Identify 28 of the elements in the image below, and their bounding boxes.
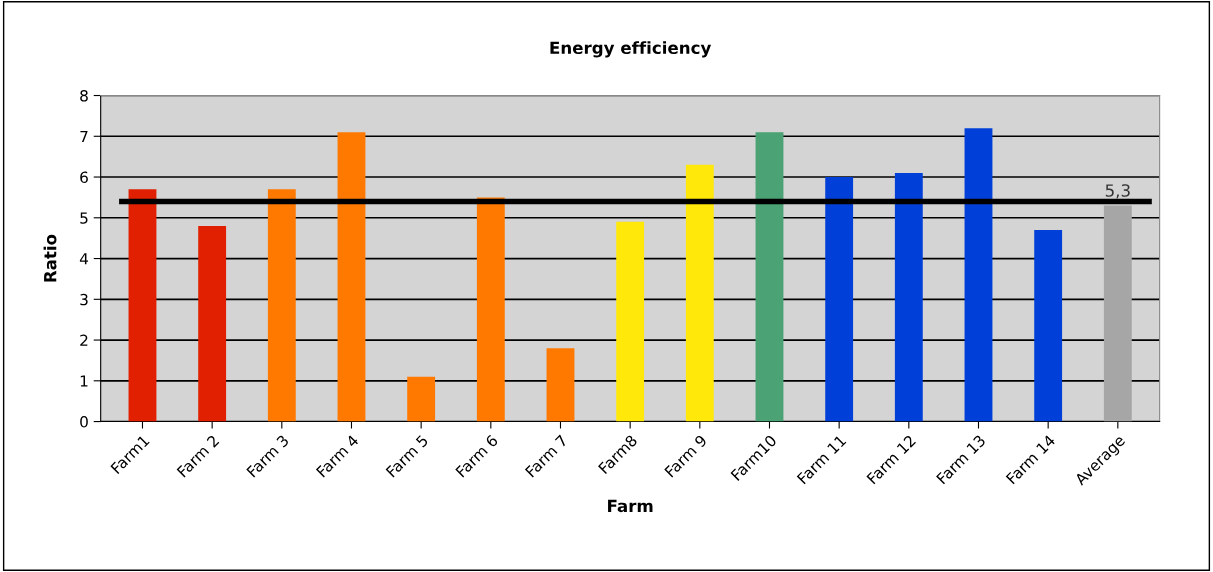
bar bbox=[546, 348, 575, 422]
bar bbox=[476, 197, 505, 422]
bar bbox=[128, 189, 157, 422]
y-tick-label: 5 bbox=[80, 212, 88, 224]
bar bbox=[407, 376, 436, 422]
bar bbox=[825, 177, 854, 422]
y-tick-label: 8 bbox=[80, 89, 88, 102]
y-tick-label: 0 bbox=[80, 416, 88, 428]
y-tick-label: 2 bbox=[80, 334, 88, 346]
y-tick-label: 4 bbox=[79, 253, 89, 265]
bar bbox=[685, 164, 714, 422]
y-tick-label: 7 bbox=[80, 130, 88, 143]
bar bbox=[198, 225, 227, 422]
y-axis-title: Ratio bbox=[43, 234, 57, 282]
bar bbox=[337, 132, 366, 422]
bar bbox=[1103, 205, 1132, 422]
chart-title: Energy efficiency bbox=[550, 41, 712, 58]
x-axis-title: Farm bbox=[608, 499, 653, 513]
data-label: 5,3 bbox=[1105, 184, 1130, 199]
y-tick-label: 6 bbox=[80, 171, 88, 184]
y-tick-label: 3 bbox=[80, 293, 88, 306]
bar bbox=[964, 128, 993, 422]
bar bbox=[267, 189, 296, 422]
bar bbox=[755, 132, 784, 422]
y-tick-label: 1 bbox=[80, 375, 88, 387]
bar bbox=[894, 172, 923, 422]
bar bbox=[1034, 230, 1063, 422]
bar bbox=[616, 221, 645, 422]
